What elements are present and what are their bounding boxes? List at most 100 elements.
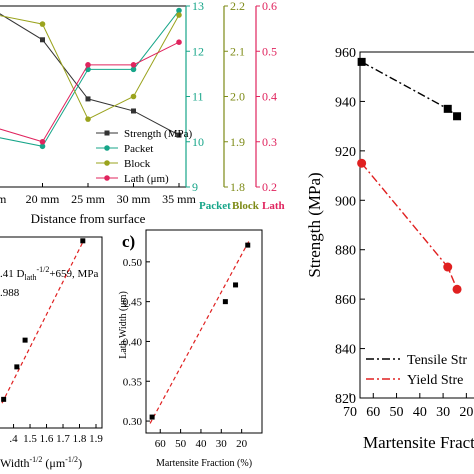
plot-frame — [0, 5, 187, 188]
x-tick-label: 20 — [459, 405, 473, 420]
legend-entry: Tensile Str — [407, 353, 467, 368]
y-tick-label: 0.50 — [123, 257, 143, 269]
data-point — [85, 62, 91, 68]
data-point — [452, 284, 462, 294]
plot-frame — [359, 51, 474, 399]
y-tick-label: 0.35 — [123, 376, 143, 388]
legend-swatch-marker — [104, 160, 110, 166]
legend-entry: Lath (μm) — [124, 173, 169, 185]
x-tick-label: 60 — [366, 405, 380, 420]
data-point — [357, 158, 367, 168]
packet-tick-label: 11 — [192, 90, 204, 104]
y-tick-label: 0.40 — [123, 336, 143, 348]
legend-entry: Block — [124, 158, 151, 170]
block-axis-title: Block — [232, 200, 260, 212]
x-tick-label: 40 — [413, 405, 427, 420]
block-tick-label: 2.0 — [230, 90, 245, 104]
x-tick-label: 60 — [155, 438, 167, 450]
x-axis-label: Martensite Fraction (%) — [156, 458, 252, 469]
x-tick-label: 20 — [236, 438, 248, 450]
x-tick-label: 35 mm — [162, 192, 196, 206]
data-point — [176, 12, 182, 18]
data-point — [233, 282, 239, 288]
data-point — [22, 337, 28, 343]
x-axis-label-part: (μm — [42, 456, 65, 470]
block-tick-label: 1.8 — [230, 180, 245, 194]
y-axis-label: Lath Width (μm) — [118, 291, 129, 359]
y-tick-label: 820 — [335, 392, 356, 407]
x-tick-label: 70 — [343, 405, 357, 420]
legend-swatch-marker — [104, 145, 110, 151]
x-tick-label: 50 — [390, 405, 404, 420]
fit-line — [149, 239, 251, 424]
x-tick-label: 1.8 — [73, 433, 87, 445]
x-axis-label: Width-1/2 (μm-1/2) — [0, 455, 82, 470]
data-point — [130, 62, 137, 68]
y-tick-label: 0.45 — [123, 297, 143, 309]
series-line — [361, 162, 458, 290]
y-axis-label: Strength (MPa) — [305, 172, 324, 277]
data-point — [80, 238, 86, 244]
legend-entry: Packet — [124, 143, 153, 155]
x-tick-label: 25 mm — [71, 192, 105, 206]
lath-tick-label: 0.2 — [262, 180, 277, 194]
right-chart: 820 840 860 880 900 920 940 960 70 60 50 40 30 20 Stre… — [305, 46, 474, 452]
data-point — [85, 116, 91, 122]
fit-equation-part: .41 D — [0, 268, 25, 280]
x-tick-label: 1.9 — [89, 433, 103, 445]
lath-axis-title: Lath — [262, 200, 285, 212]
legend-entry: Strength (MPa) — [124, 128, 192, 140]
x-tick-label: 30 — [216, 438, 228, 450]
x-tick-label: mm — [0, 192, 7, 206]
data-point — [245, 242, 251, 248]
series-line — [361, 61, 458, 117]
x-tick-label: 1.6 — [40, 433, 54, 445]
series-line — [0, 41, 180, 143]
legend-swatch-marker — [104, 175, 110, 181]
data-point — [176, 132, 182, 138]
packet-tick-label: 10 — [192, 135, 204, 149]
x-tick-label: 50 — [175, 438, 187, 450]
x-tick-label: 30 mm — [117, 192, 151, 206]
data-point — [1, 396, 7, 402]
panel-c-chart: 60 50 40 30 20 0.30 0.35 0.40 0.45 0.50 c) Martensi… — [118, 229, 263, 469]
plot-frame — [145, 229, 263, 434]
y-tick-label: 920 — [335, 145, 356, 160]
packet-tick-label: 13 — [192, 0, 204, 13]
x-axis-label-part: ) — [78, 456, 82, 470]
data-point — [149, 414, 155, 420]
data-point — [357, 57, 366, 66]
packet-axis-title: Packet — [199, 200, 231, 212]
legend-swatch-marker — [104, 130, 110, 136]
data-point — [85, 96, 91, 102]
y-tick-label: 840 — [335, 343, 356, 358]
fit-line — [1, 238, 85, 404]
data-point — [39, 138, 46, 145]
fit-equation-part: lath — [24, 273, 36, 282]
block-tick-label: 1.9 — [230, 135, 245, 149]
x-tick-label: 1.7 — [56, 433, 70, 445]
fit-equation-part: -1/2 — [36, 265, 49, 274]
packet-tick-label: 12 — [192, 44, 204, 58]
y-tick-label: 0.30 — [123, 416, 143, 428]
data-point — [443, 262, 453, 272]
data-point — [176, 39, 182, 45]
x-tick-label: 40 — [195, 438, 207, 450]
data-point — [130, 93, 137, 100]
x-tick-label: 1.5 — [23, 433, 37, 445]
y-tick-label: 960 — [335, 46, 356, 61]
series-line — [0, 13, 180, 136]
packet-tick-label: 9 — [192, 180, 198, 194]
fit-r-squared: .988 — [0, 287, 20, 299]
x-axis-label: Distance from surface — [31, 211, 146, 226]
data-point — [39, 143, 46, 150]
data-point — [176, 7, 182, 14]
block-tick-label: 2.1 — [230, 44, 245, 58]
data-point — [130, 66, 137, 73]
legend-entry: Yield Stre — [407, 373, 463, 388]
lath-tick-label: 0.3 — [262, 135, 277, 149]
panel-label: c) — [122, 232, 135, 251]
y-tick-label: 900 — [335, 194, 356, 209]
